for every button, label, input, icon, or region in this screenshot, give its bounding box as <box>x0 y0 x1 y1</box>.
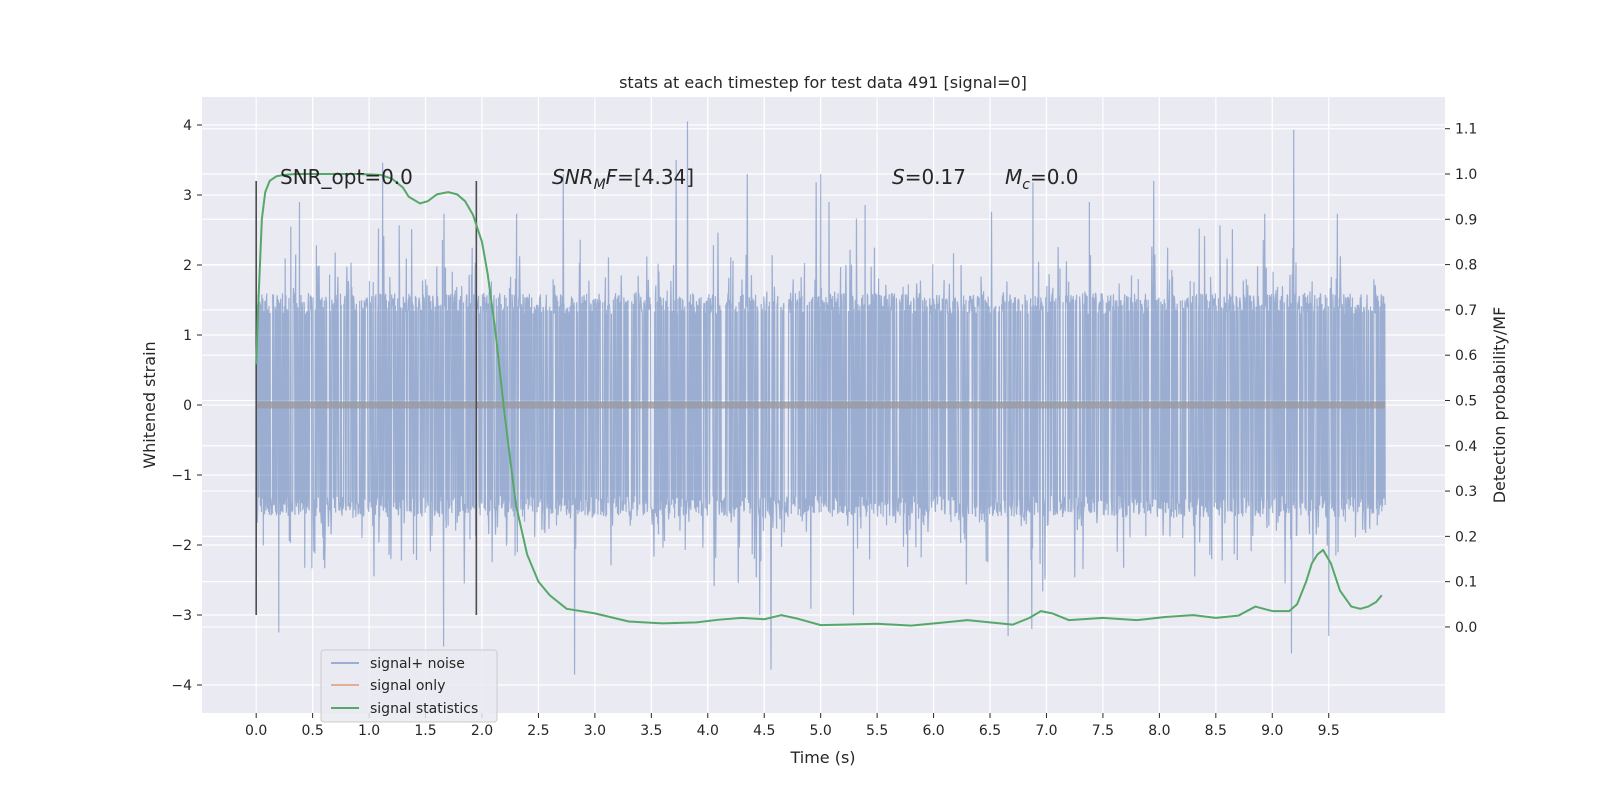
y2-tick-label: 1.1 <box>1455 122 1477 138</box>
series-signal-statistics <box>255 173 1383 627</box>
y-tick-label: 4 <box>183 118 192 134</box>
y2-tick-label: 0.4 <box>1455 439 1477 455</box>
annotation-s: S=0.17 <box>892 165 966 189</box>
y-tick-label: −2 <box>171 538 192 554</box>
chart-title: stats at each timestep for test data 491… <box>619 73 1027 92</box>
x-tick-label: 4.5 <box>753 723 775 739</box>
x-tick-label: 5.5 <box>866 723 888 739</box>
x-tick-label: 5.0 <box>810 723 832 739</box>
x-tick-label: 9.0 <box>1261 723 1283 739</box>
y-tick-label: 2 <box>183 258 192 274</box>
y2-tick-label: 0.0 <box>1455 620 1477 636</box>
y2-axis-ticks: 1.1 1.0 0.9 0.8 0.7 0.6 0.5 0.4 0.3 0.2 0.1 0.0 <box>1445 122 1477 636</box>
y2-tick-label: 0.2 <box>1455 529 1477 545</box>
y-tick-label: −3 <box>171 608 192 624</box>
x-tick-label: 6.0 <box>922 723 944 739</box>
x-axis-ticks: 0.0 0.5 1.0 1.5 2.0 2.5 3.0 3.5 4.0 4.5 5.0 5.5 6.0 6… <box>245 713 1340 739</box>
x-tick-label: 9.5 <box>1318 723 1340 739</box>
annotation-mc: Mc=0.0 <box>1005 165 1079 193</box>
y2-axis-title: Detection probability/MF <box>1490 307 1509 504</box>
x-tick-label: 0.0 <box>245 723 267 739</box>
x-axis-title: Time (s) <box>789 748 855 767</box>
x-tick-label: 7.0 <box>1035 723 1057 739</box>
y2-tick-label: 0.8 <box>1455 258 1477 274</box>
legend-label-signal-only: signal only <box>370 678 445 694</box>
y-axis-title: Whitened strain <box>140 341 159 468</box>
legend: signal+ noise signal only signal statist… <box>320 649 498 723</box>
signal-statistics-line <box>255 173 1383 627</box>
y2-tick-label: 1.0 <box>1455 167 1477 183</box>
y2-tick-label: 0.7 <box>1455 303 1477 319</box>
series-signal-noise <box>255 121 1386 675</box>
x-tick-label: 4.0 <box>697 723 719 739</box>
y2-tick-label: 0.6 <box>1455 348 1477 364</box>
x-tick-label: 2.0 <box>471 723 493 739</box>
x-tick-label: 1.5 <box>414 723 436 739</box>
legend-label-signal-noise: signal+ noise <box>370 656 465 672</box>
y2-tick-label: 0.5 <box>1455 393 1477 409</box>
annotation-snr-mf: SNRMF=[4.34] <box>552 165 694 193</box>
x-tick-label: 3.0 <box>584 723 606 739</box>
y-tick-label: 0 <box>183 398 192 414</box>
y-tick-label: 3 <box>183 188 192 204</box>
x-tick-label: 8.0 <box>1148 723 1170 739</box>
signal-noise-line <box>255 121 1386 675</box>
legend-label-signal-statistics: signal statistics <box>370 701 478 717</box>
y-tick-label: 1 <box>183 328 192 344</box>
y2-tick-label: 0.1 <box>1455 575 1477 591</box>
legend-box <box>320 649 498 723</box>
x-tick-label: 6.5 <box>979 723 1001 739</box>
x-tick-label: 1.0 <box>358 723 380 739</box>
vertical-markers <box>255 181 478 615</box>
x-tick-label: 3.5 <box>640 723 662 739</box>
y-tick-label: −1 <box>171 468 192 484</box>
x-tick-label: 0.5 <box>302 723 324 739</box>
y2-tick-label: 0.9 <box>1455 212 1477 228</box>
x-tick-label: 8.5 <box>1205 723 1227 739</box>
x-tick-label: 2.5 <box>527 723 549 739</box>
y-axis-ticks: 4 3 2 1 0 −1 −2 −3 −4 <box>171 118 202 694</box>
x-tick-label: 7.5 <box>1092 723 1114 739</box>
y-tick-label: −4 <box>171 678 192 694</box>
annotation-snr-opt: SNR_opt=0.0 <box>280 165 413 189</box>
y2-tick-label: 0.3 <box>1455 484 1477 500</box>
